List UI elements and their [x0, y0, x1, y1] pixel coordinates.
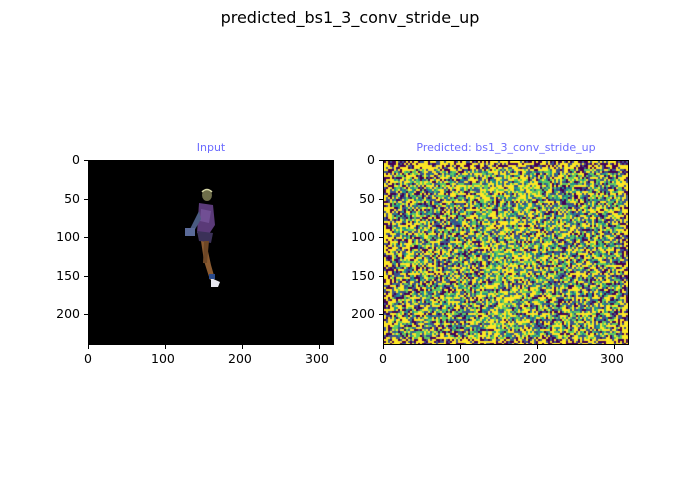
input-xtick-200: 200: [228, 351, 252, 366]
predicted-panel-title: Predicted: bs1_3_conv_stride_up: [416, 141, 596, 154]
predicted-ytick-200: 200: [351, 306, 375, 321]
input-image-frame: [88, 160, 334, 345]
predicted-ytick-50: 50: [359, 191, 375, 206]
input-ytick-100: 100: [56, 229, 80, 244]
input-ytick-0: 0: [72, 152, 80, 167]
input-ytick-200: 200: [56, 306, 80, 321]
input-panel-title: Input: [196, 141, 226, 154]
predicted-image-frame: [383, 160, 629, 345]
figure-title: predicted_bs1_3_conv_stride_up: [220, 8, 480, 27]
predicted-ytick-150: 150: [351, 268, 375, 283]
predicted-ytick-100: 100: [351, 229, 375, 244]
person-figure-image: [185, 188, 220, 287]
input-ytick-150: 150: [56, 268, 80, 283]
predicted-xtick-0: 0: [379, 351, 387, 366]
input-ytick-50: 50: [64, 191, 80, 206]
input-xtick-100: 100: [151, 351, 175, 366]
input-xtick-300: 300: [305, 351, 329, 366]
input-xtick-0: 0: [84, 351, 92, 366]
predicted-xtick-100: 100: [446, 351, 470, 366]
noisy-prediction-heatmap: [384, 161, 628, 344]
predicted-ytick-0: 0: [367, 152, 375, 167]
predicted-xtick-200: 200: [523, 351, 547, 366]
predicted-xtick-300: 300: [600, 351, 624, 366]
